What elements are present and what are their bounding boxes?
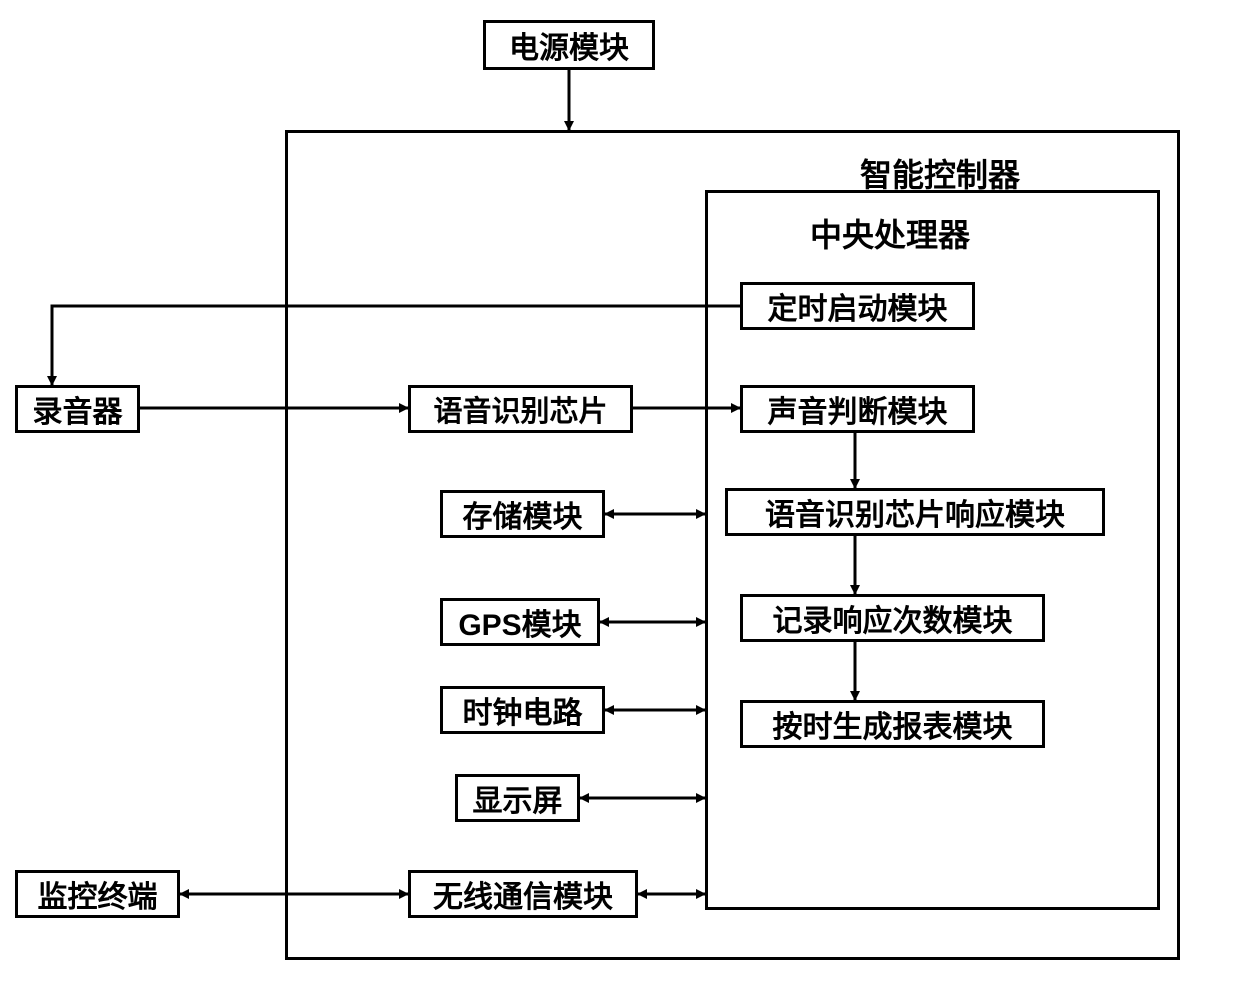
voice-response-label: 语音识别芯片响应模块	[765, 490, 1065, 534]
gps-module: GPS模块	[440, 598, 600, 646]
monitor-terminal: 监控终端	[15, 870, 180, 918]
recorder: 录音器	[15, 385, 140, 433]
cpu-label: 中央处理器	[810, 210, 970, 256]
voice-chip: 语音识别芯片	[408, 385, 633, 433]
record-count-label: 记录响应次数模块	[773, 596, 1013, 640]
storage-module: 存储模块	[440, 490, 605, 538]
power-label: 电源模块	[509, 23, 629, 67]
voice-response-module: 语音识别芯片响应模块	[725, 488, 1105, 536]
clock-label: 时钟电路	[463, 688, 583, 732]
terminal-label: 监控终端	[38, 872, 158, 916]
wireless-module: 无线通信模块	[408, 870, 638, 918]
voice-chip-label: 语音识别芯片	[433, 388, 607, 430]
storage-label: 存储模块	[463, 492, 583, 536]
report-gen-label: 按时生成报表模块	[773, 702, 1013, 746]
power-module: 电源模块	[483, 20, 655, 70]
clock-circuit: 时钟电路	[440, 686, 605, 734]
display-screen: 显示屏	[455, 774, 580, 822]
report-gen-module: 按时生成报表模块	[740, 700, 1045, 748]
wireless-label: 无线通信模块	[433, 872, 613, 916]
timer-start-module: 定时启动模块	[740, 282, 975, 330]
display-label: 显示屏	[473, 776, 563, 820]
recorder-label: 录音器	[33, 387, 123, 431]
record-count-module: 记录响应次数模块	[740, 594, 1045, 642]
gps-label: GPS模块	[458, 600, 581, 644]
sound-judge-module: 声音判断模块	[740, 385, 975, 433]
sound-judge-label: 声音判断模块	[768, 387, 948, 431]
timer-start-label: 定时启动模块	[768, 284, 948, 328]
